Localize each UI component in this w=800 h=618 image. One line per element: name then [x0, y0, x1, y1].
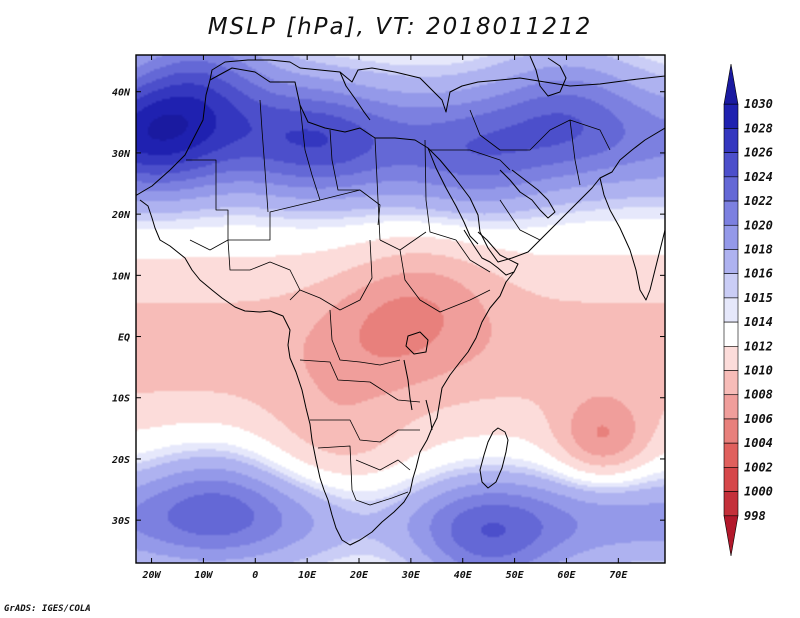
colorbar-swatch	[723, 128, 739, 153]
country-borders	[186, 99, 611, 506]
pressure-field	[136, 55, 665, 563]
colorbar-label: 998	[744, 509, 766, 523]
colorbar: 998 1000 1002 1004 1006 1008 1010 1012 1014 1015 1…	[723, 63, 773, 557]
colorbar-label: 1026	[744, 146, 773, 160]
lat-tick-label: 30N	[111, 149, 131, 160]
lat-tick-label: 10N	[112, 271, 131, 282]
colorbar-swatch	[723, 273, 739, 299]
map-frame	[135, 54, 666, 564]
longitude-axis: 20W 10W 0 10E 20E 30E 40E 50E 60E 70E	[142, 55, 628, 581]
lon-tick-label: 10W	[194, 570, 213, 581]
colorbar-swatch	[723, 224, 739, 250]
colorbar-swatch	[723, 394, 739, 420]
colorbar-label: 1006	[744, 412, 773, 426]
colorbar-swatch	[723, 249, 739, 274]
colorbar-cap-top	[723, 63, 739, 105]
lon-tick-label: 50E	[506, 570, 525, 581]
colorbar-swatch	[723, 491, 739, 517]
colorbar-swatch	[723, 467, 739, 492]
colorbar-label: 1022	[744, 194, 773, 208]
colorbar-swatch	[723, 200, 739, 226]
lon-tick-label: 20W	[142, 570, 162, 581]
colorbar-swatch	[723, 321, 739, 347]
colorbar-label: 1024	[744, 170, 773, 184]
colorbar-swatch	[723, 370, 739, 396]
lat-tick-label: 30S	[111, 516, 130, 527]
colorbar-label: 1030	[744, 97, 773, 111]
latitude-axis: 40N 30N 20N 10N EQ 10S 20S 30S	[111, 88, 665, 527]
lon-tick-label: 10E	[298, 570, 317, 581]
lon-tick-label: 0	[252, 570, 258, 581]
colorbar-swatch	[723, 176, 739, 202]
colorbar-label: 1018	[744, 242, 773, 256]
colorbar-swatch	[723, 297, 739, 323]
lat-tick-label: 20S	[111, 455, 130, 466]
colorbar-swatch	[723, 418, 739, 444]
colorbar-cap-bottom	[723, 515, 739, 557]
colorbar-label: 1010	[744, 364, 773, 378]
lat-tick-label: 40N	[112, 88, 131, 99]
colorbar-label: 1000	[744, 485, 773, 499]
colorbar-swatch	[723, 152, 739, 178]
colorbar-label: 1002	[744, 460, 773, 474]
colorbar-label: 1008	[744, 388, 773, 402]
lat-tick-label: 10S	[112, 394, 130, 405]
map-title: MSLP [hPa], VT: 2018011212	[207, 14, 593, 40]
colorbar-label: 1015	[744, 291, 773, 305]
colorbar-swatch	[723, 103, 739, 129]
lon-tick-label: 40E	[454, 570, 473, 581]
colorbar-swatch	[723, 442, 739, 468]
lat-tick-label: EQ	[118, 333, 130, 344]
colorbar-swatch	[723, 346, 739, 371]
lon-tick-label: 30E	[401, 570, 421, 581]
coastlines	[136, 55, 665, 546]
colorbar-label: 1028	[744, 121, 773, 135]
lat-tick-label: 20N	[111, 210, 131, 221]
lon-tick-label: 20E	[349, 570, 369, 581]
colorbar-label: 1014	[744, 315, 773, 329]
lon-tick-label: 70E	[609, 570, 628, 581]
colorbar-label: 1020	[744, 218, 773, 232]
lon-tick-label: 60E	[557, 570, 576, 581]
colorbar-label: 1004	[744, 436, 773, 450]
colorbar-label: 1012	[744, 339, 773, 353]
grads-credit: GrADS: IGES/COLA	[4, 604, 91, 614]
colorbar-label: 1016	[744, 267, 773, 281]
